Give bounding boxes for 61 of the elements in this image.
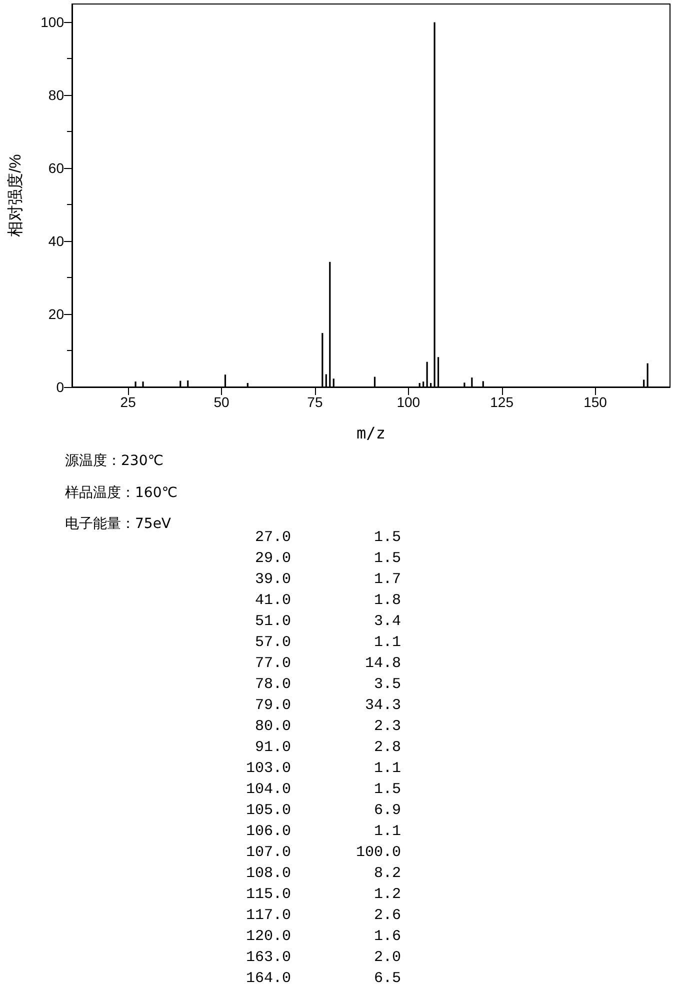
x-axis-title: m/z — [356, 424, 386, 442]
y-tick-label: 60 — [48, 160, 64, 176]
text: 样品温度：160℃ — [65, 484, 178, 502]
text: 79.0 — [254, 696, 291, 716]
text: 100.0 — [354, 843, 401, 863]
text: 2.6 — [372, 906, 401, 926]
text: 14.8 — [364, 654, 401, 674]
text: 2.8 — [372, 738, 401, 758]
text: 106.0 — [244, 822, 291, 842]
text: 164.0 — [244, 969, 291, 989]
text: 108.0 — [244, 864, 291, 884]
y-tick-label: 20 — [48, 306, 64, 322]
text: 1.2 — [372, 885, 401, 905]
y-tick-label: 0 — [56, 379, 64, 395]
x-tick-label: 125 — [490, 394, 514, 410]
text: 117.0 — [244, 906, 291, 926]
text: 1.6 — [372, 927, 401, 947]
x-tick-label: 75 — [307, 394, 323, 410]
text: 27.0 — [254, 528, 291, 548]
text: 77.0 — [254, 654, 291, 674]
y-axis-title: 相对强度/% — [6, 154, 24, 237]
x-tick-label: 150 — [584, 394, 608, 410]
text: 1.5 — [372, 549, 401, 569]
x-tick-label: 100 — [396, 394, 420, 410]
text: 163.0 — [244, 948, 291, 968]
text: 107.0 — [244, 843, 291, 863]
text: 91.0 — [254, 738, 291, 758]
x-tick-label: 25 — [120, 394, 136, 410]
text: 104.0 — [244, 780, 291, 800]
text: 源温度：230℃ — [65, 452, 164, 471]
y-tick-label: 100 — [40, 14, 64, 30]
text: 3.5 — [372, 675, 401, 695]
text: 1.1 — [372, 633, 401, 653]
text: 29.0 — [254, 549, 291, 569]
text: 103.0 — [244, 759, 291, 779]
text: 8.2 — [372, 864, 401, 884]
x-tick-label: 50 — [214, 394, 230, 410]
text: 1.8 — [372, 591, 401, 611]
text: 78.0 — [254, 675, 291, 695]
y-tick-label: 40 — [48, 233, 64, 250]
text: 3.4 — [372, 612, 401, 632]
text: 57.0 — [254, 633, 291, 653]
text: 1.1 — [372, 759, 401, 779]
text: 120.0 — [244, 927, 291, 947]
text: 51.0 — [254, 612, 291, 632]
text: 1.5 — [372, 528, 401, 548]
text: 2.3 — [372, 717, 401, 737]
y-tick-label: 80 — [48, 87, 64, 104]
text: 电子能量：75eV — [65, 515, 172, 534]
text: 34.3 — [364, 696, 401, 716]
text: 1.5 — [372, 780, 401, 800]
text: 80.0 — [254, 717, 291, 737]
text: 1.7 — [372, 570, 401, 590]
text: 2.0 — [372, 948, 401, 968]
text: 6.9 — [372, 801, 401, 821]
text: 105.0 — [244, 801, 291, 821]
text: 1.1 — [372, 822, 401, 842]
text: 39.0 — [254, 570, 291, 590]
text: 41.0 — [254, 591, 291, 611]
text: 115.0 — [244, 885, 291, 905]
text: 6.5 — [372, 969, 401, 989]
